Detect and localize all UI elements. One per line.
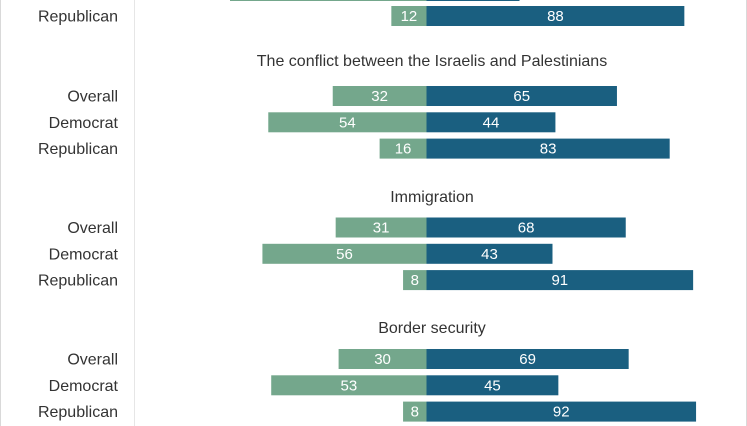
row-label: Democrat (49, 115, 119, 132)
left-bar (268, 112, 427, 133)
left-bar (403, 401, 427, 422)
left-bar-value: 31 (373, 220, 390, 237)
cut-off-left-bar (230, 0, 427, 1)
group-title: Border security (378, 320, 486, 337)
row-label: Democrat (49, 246, 119, 263)
left-bar-value: 12 (401, 8, 418, 25)
right-bar-value: 65 (513, 88, 530, 105)
left-bar-value: 53 (341, 377, 358, 394)
right-bar (426, 6, 685, 26)
right-bar (426, 138, 670, 159)
left-bar-value: 16 (395, 141, 412, 158)
left-bar-value: 8 (411, 404, 419, 421)
left-bar (403, 270, 427, 291)
left-bar (335, 217, 427, 238)
right-bar (426, 270, 694, 291)
right-bar-value: 91 (551, 272, 568, 289)
right-bar (426, 243, 553, 264)
row-label: Republican (38, 273, 118, 290)
row-label: Republican (38, 9, 118, 26)
left-bar (262, 243, 427, 264)
right-bar (426, 86, 617, 106)
right-bar-value: 92 (553, 404, 570, 421)
left-bar (379, 138, 427, 159)
cut-off-right-bar (426, 0, 520, 1)
right-bar (426, 217, 626, 238)
left-bar-value: 8 (411, 272, 419, 289)
left-bar (332, 86, 427, 106)
right-bar (426, 375, 559, 396)
right-bar-value: 43 (481, 246, 498, 263)
row-label: Overall (67, 220, 118, 237)
right-bar-value: 45 (484, 377, 501, 394)
left-bar-value: 30 (374, 351, 391, 368)
left-bar-value: 32 (371, 88, 388, 105)
row-label: Republican (38, 141, 118, 158)
row-label: Overall (67, 352, 118, 369)
left-bar (391, 6, 427, 26)
right-bar-value: 44 (483, 114, 500, 131)
right-bar (426, 112, 556, 133)
row-label: Overall (67, 89, 118, 106)
left-bar (271, 375, 427, 396)
right-bar-value: 68 (518, 220, 535, 237)
label-column-divider (134, 0, 135, 426)
row-label: Democrat (49, 378, 119, 395)
row-label: Republican (38, 404, 118, 421)
right-bar-value: 83 (540, 141, 557, 158)
right-bar-value: 88 (547, 8, 564, 25)
left-bar (338, 349, 427, 369)
left-bar-value: 56 (336, 246, 353, 263)
group-title: The conflict between the Israelis and Pa… (257, 53, 607, 70)
right-bar-value: 69 (519, 351, 536, 368)
left-bar-value: 54 (339, 114, 356, 131)
group-title: Immigration (390, 189, 474, 206)
right-bar (426, 349, 629, 369)
right-bar (426, 401, 697, 422)
